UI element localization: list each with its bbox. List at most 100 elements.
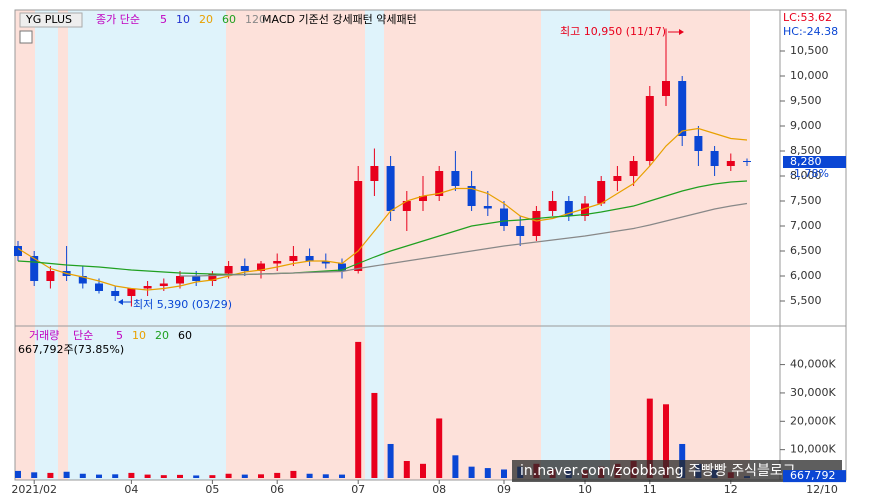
candle-body: [46, 271, 55, 281]
x-tick-label: 08: [432, 483, 446, 496]
volume-bar: [322, 474, 329, 478]
high-arrowhead: [679, 29, 684, 35]
y-tick-label: 8,500: [790, 144, 822, 157]
volume-bar: [663, 404, 669, 478]
volume-bar: [79, 473, 86, 478]
volume-bar: [47, 472, 54, 478]
volume-bar: [355, 341, 362, 478]
volume-prefix: 단순: [73, 329, 93, 342]
candle-body: [710, 151, 719, 166]
volume-bar: [225, 473, 232, 478]
lc: LC:53.62: [783, 11, 832, 24]
candle-body: [726, 161, 735, 166]
watermark-bg: [512, 460, 842, 482]
price-tag-label: 8,280: [790, 155, 822, 168]
ticker-box: [19, 12, 83, 28]
volume-bar: [177, 474, 183, 478]
candle-body: [208, 273, 217, 281]
volume-tag: [783, 470, 846, 483]
candle-body: [597, 181, 606, 204]
y-tick-label: 20,000K: [790, 414, 836, 427]
change: -1.78%: [790, 167, 829, 180]
legend-item: 20: [199, 13, 213, 26]
candle-body: [159, 283, 168, 286]
volume-bar: [31, 472, 38, 478]
volume-bar: [501, 469, 507, 478]
volume-bar: [306, 473, 313, 478]
legend-item: 10: [176, 13, 190, 26]
high-note: 최고 10,950 (11/17): [560, 25, 666, 38]
volume-bar: [452, 455, 459, 478]
volume-info: 667,792주(73.85%): [18, 343, 124, 356]
x-tick-label: 07: [351, 483, 365, 496]
volume-bar: [112, 474, 119, 478]
candle-body: [111, 291, 120, 296]
volume-title: 거래량: [29, 329, 59, 342]
candle-body: [694, 136, 703, 151]
volume-bar: [274, 472, 281, 478]
volume-bar: [468, 466, 475, 478]
volume-bar: [290, 470, 297, 478]
x-tick-label: 06: [270, 483, 284, 496]
candle-body: [273, 261, 282, 264]
candle-body: [95, 283, 103, 291]
y-tick-label: 10,000K: [790, 443, 836, 456]
volume-bar: [15, 470, 21, 478]
volume-bar: [387, 443, 394, 478]
y-tick-label: 10,500: [790, 44, 829, 57]
legend-prefix: 종가 단순: [96, 13, 140, 26]
candle-body: [564, 201, 573, 216]
candle-body: [516, 226, 525, 236]
candle-body: [743, 161, 751, 162]
candle-body: [305, 256, 314, 261]
legend-item: 10: [132, 329, 146, 342]
candle-body: [370, 166, 379, 181]
x-tick-label: 10: [578, 483, 592, 496]
x-tick-label: 09: [497, 483, 511, 496]
volume-bar: [258, 474, 264, 478]
volume-bar: [484, 468, 491, 478]
candle-body: [176, 276, 184, 284]
candle-body: [143, 286, 152, 289]
candle-body: [14, 246, 22, 256]
candle-body: [30, 256, 39, 281]
legend-item: 20: [155, 329, 169, 342]
candle-body: [192, 276, 201, 281]
y-tick-label: 6,000: [790, 269, 822, 282]
x-tick-label: 11: [643, 483, 657, 496]
candle-body: [354, 181, 363, 271]
candle-body: [581, 203, 589, 216]
ticker: YG PLUS: [25, 13, 72, 26]
bands: [15, 10, 750, 480]
y-tick-label: 9,500: [790, 94, 822, 107]
ma-line: [17, 127, 748, 291]
legend-item: 5: [116, 329, 123, 342]
candle-body: [257, 263, 265, 271]
candle-body: [662, 81, 670, 96]
y-tick-label: 5,500: [790, 294, 822, 307]
candle-body: [467, 186, 476, 206]
candle-body: [435, 171, 444, 196]
legend-item: 60: [178, 329, 192, 342]
low-arrowhead: [118, 299, 123, 305]
candle-body: [500, 208, 508, 226]
hc: HC:-24.38: [783, 25, 838, 38]
x-tick-label: 2021/02: [11, 483, 57, 496]
volume-bar: [193, 475, 200, 478]
candle-body: [321, 261, 330, 264]
volume-bar: [403, 460, 410, 478]
candle-body: [240, 266, 249, 271]
candle-body: [419, 196, 427, 201]
candle-body: [613, 176, 622, 181]
y-tick-label: 7,000: [790, 219, 822, 232]
volume-bar: [96, 474, 102, 478]
legend-item: 120: [245, 13, 266, 26]
grid-icon[interactable]: [19, 30, 33, 44]
candle-body: [386, 166, 395, 211]
volume-bar: [128, 472, 135, 478]
volume-tag-label: 667,792: [790, 469, 836, 482]
candle-body: [402, 201, 411, 211]
candle-body: [338, 263, 346, 271]
y-tick-label: 6,500: [790, 244, 822, 257]
